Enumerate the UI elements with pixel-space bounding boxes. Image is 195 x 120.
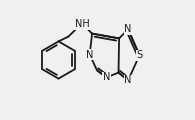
Text: N: N xyxy=(124,24,132,34)
Text: N: N xyxy=(86,50,93,60)
Text: N: N xyxy=(103,72,110,82)
Text: NH: NH xyxy=(74,19,89,29)
Text: S: S xyxy=(136,50,143,60)
Text: N: N xyxy=(124,75,132,85)
